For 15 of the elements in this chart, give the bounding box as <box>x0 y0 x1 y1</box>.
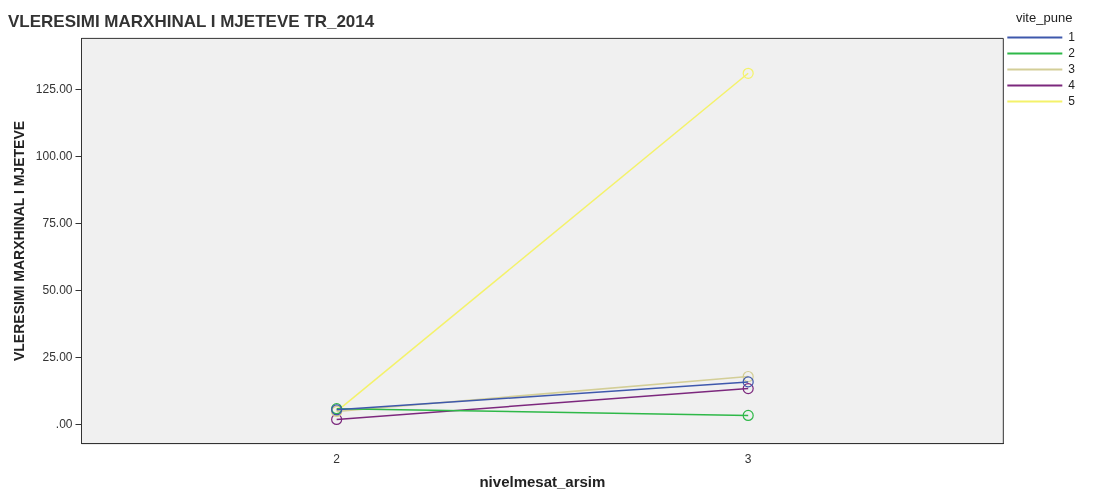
legend-label: 5 <box>1068 93 1076 108</box>
y-tick-label: 75.00 <box>42 215 73 230</box>
y-tick-label: 100.00 <box>35 148 73 163</box>
y-tick-label: .00 <box>55 417 73 432</box>
y-tick-label: 125.00 <box>35 81 73 96</box>
legend-label: 3 <box>1068 61 1076 76</box>
chart-title: VLERESIMI MARXHINAL I MJETEVE TR_2014 <box>8 11 375 31</box>
y-tick-label: 25.00 <box>42 350 73 365</box>
legend-title: vite_pune <box>1015 10 1073 26</box>
y-axis-title: VLERESIMI MARXHINAL I MJETEVE <box>11 120 28 362</box>
legend-label: 2 <box>1068 45 1076 60</box>
legend-label: 4 <box>1068 77 1076 92</box>
y-tick-label: 50.00 <box>42 282 73 297</box>
x-axis-title: nivelmesat_arsim <box>479 473 606 491</box>
legend-label: 1 <box>1068 29 1076 44</box>
